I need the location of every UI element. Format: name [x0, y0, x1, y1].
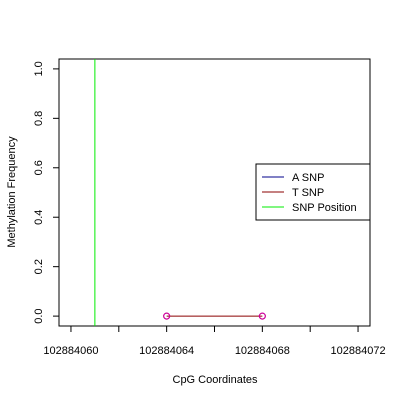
x-tick-label: 102884072: [331, 345, 386, 357]
plot-marks: [94, 59, 266, 326]
y-tick-label: 0.6: [33, 160, 45, 175]
y-tick-label: 0.8: [33, 111, 45, 126]
y-tick-label: 0.2: [33, 259, 45, 274]
y-tick-label: 1.0: [33, 61, 45, 76]
x-tick-label: 102884068: [235, 345, 290, 357]
x-tick-label: 102884064: [139, 345, 194, 357]
x-axis: 102884060 102884064 102884068 102884072: [43, 326, 386, 357]
legend-label-t-snp: T SNP: [292, 187, 324, 199]
y-tick-label: 0.4: [33, 210, 45, 225]
y-axis-label: Methylation Frequency: [6, 136, 18, 248]
legend-label-snp-position: SNP Position: [292, 202, 357, 214]
data-point-t-snp: [163, 312, 171, 320]
legend: A SNP T SNP SNP Position: [255, 163, 371, 221]
data-point-t-snp: [258, 312, 266, 320]
x-axis-label: CpG Coordinates: [173, 374, 258, 386]
legend-label-a-snp: A SNP: [292, 172, 324, 184]
y-tick-label: 0.0: [33, 308, 45, 323]
y-axis: 0.0 0.2 0.4 0.6 0.8 1.0: [33, 61, 59, 324]
x-tick-label: 102884060: [43, 345, 98, 357]
